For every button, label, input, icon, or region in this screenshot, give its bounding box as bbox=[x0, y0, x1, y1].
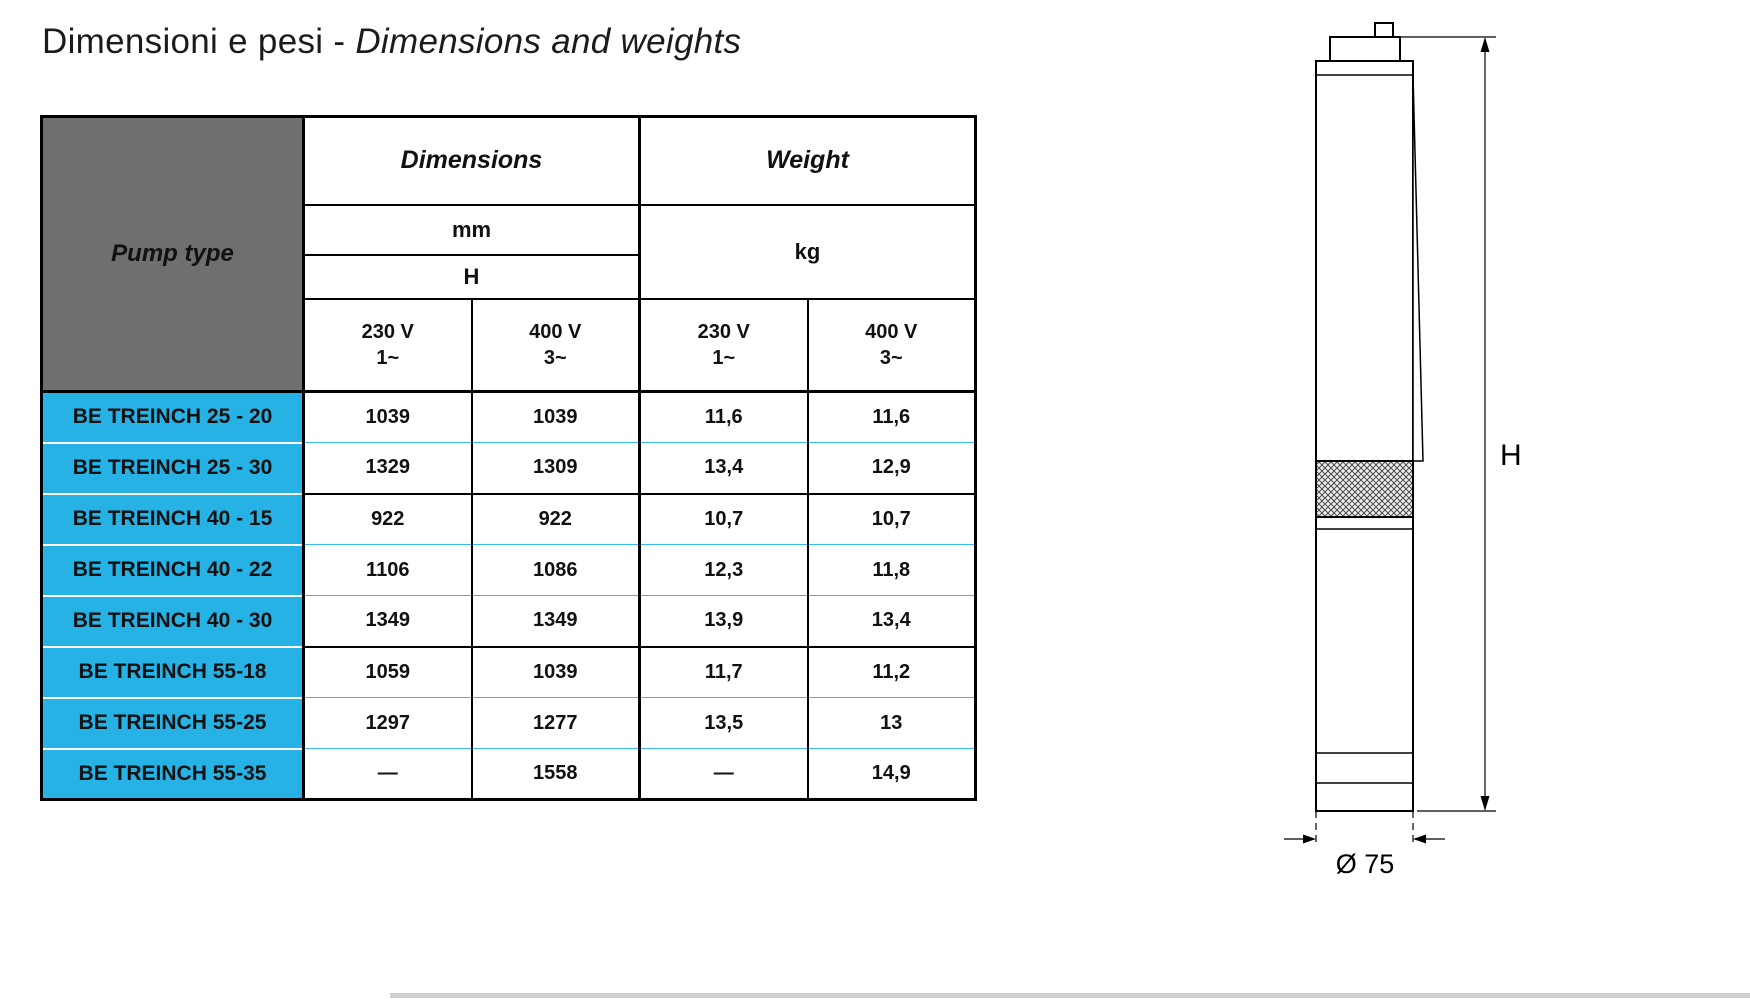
height-arrow-top bbox=[1480, 37, 1490, 52]
page-bottom-edge bbox=[390, 993, 1750, 998]
weight-group-header: Weight bbox=[638, 115, 977, 206]
dim-230-cell: 1349 bbox=[303, 595, 473, 647]
phase-label: 1~ bbox=[376, 346, 400, 369]
dim-400-cell: 1309 bbox=[471, 442, 641, 494]
dim-400-cell: 922 bbox=[471, 492, 641, 545]
pump-type-cell: BE TREINCH 25 - 30 bbox=[41, 441, 305, 494]
weight-230-cell: 10,7 bbox=[638, 492, 809, 545]
dim-230v-column-header: 230 V 1~ bbox=[302, 297, 473, 393]
diameter-arrow-left bbox=[1303, 834, 1316, 844]
dim-230-cell: 1106 bbox=[303, 544, 473, 596]
table-container: Pump type Dimensions Weight mm kg H 230 … bbox=[40, 115, 977, 801]
pump-cable-terminal bbox=[1374, 22, 1394, 38]
pump-top-cap bbox=[1329, 36, 1401, 62]
weight-400-cell: 11,2 bbox=[807, 645, 976, 698]
weight-400-cell: 11,6 bbox=[807, 391, 976, 443]
weight-230-cell: 13,5 bbox=[638, 697, 809, 749]
pump-body bbox=[1315, 60, 1414, 812]
phase-label: 1~ bbox=[712, 346, 736, 369]
voltage-label: 400 V bbox=[529, 320, 582, 343]
table-row: BE TREINCH 40 - 22 1106 1086 12,3 11,8 bbox=[41, 543, 976, 596]
dim-400v-column-header: 400 V 3~ bbox=[470, 297, 641, 393]
weight-400-cell: 12,9 bbox=[807, 442, 976, 494]
pump-type-header: Pump type bbox=[41, 116, 305, 393]
pump-type-cell: BE TREINCH 55-18 bbox=[41, 645, 305, 698]
weight-230v-column-header: 230 V 1~ bbox=[638, 297, 809, 393]
weight-400-cell: 11,8 bbox=[807, 544, 976, 596]
table-row: BE TREINCH 40 - 30 1349 1349 13,9 13,4 bbox=[41, 594, 976, 647]
height-arrow-bottom bbox=[1480, 796, 1490, 811]
weight-230-cell: 13,4 bbox=[638, 442, 809, 494]
voltage-label: 230 V bbox=[361, 320, 414, 343]
table-row: BE TREINCH 55-35 — 1558 — 14,9 bbox=[41, 747, 976, 800]
table-row: BE TREINCH 25 - 30 1329 1309 13,4 12,9 bbox=[41, 441, 976, 494]
diameter-dimension-label: Ø 75 bbox=[1336, 849, 1395, 879]
dim-400-cell: 1039 bbox=[471, 645, 641, 698]
dimensions-group-header: Dimensions bbox=[302, 115, 641, 206]
weight-230-cell: — bbox=[638, 748, 809, 800]
pump-suction-screen bbox=[1315, 460, 1414, 518]
table-header-row-groups: Pump type Dimensions Weight bbox=[41, 115, 977, 393]
table-header-row-voltages: 230 V 1~ 400 V 3~ 230 V 1~ 400 V 3~ bbox=[42, 297, 977, 393]
pump-type-cell: BE TREINCH 40 - 22 bbox=[41, 543, 305, 596]
dim-230-cell: 1039 bbox=[303, 391, 473, 443]
mm-unit-header: mm bbox=[302, 203, 641, 256]
table-header-row-units: mm kg bbox=[42, 203, 977, 300]
dimensions-weights-table: Pump type Dimensions Weight mm kg H 230 … bbox=[40, 115, 977, 801]
weight-230-cell: 12,3 bbox=[638, 544, 809, 596]
dim-230-cell: 1297 bbox=[303, 697, 473, 749]
height-dimension-label: H bbox=[1500, 439, 1522, 472]
table-row: BE TREINCH 55-25 1297 1277 13,5 13 bbox=[41, 696, 976, 749]
table-row: BE TREINCH 40 - 15 922 922 10,7 10,7 bbox=[41, 492, 976, 545]
page-title-english: Dimensions and weights bbox=[355, 22, 742, 61]
weight-400-cell: 13,4 bbox=[807, 595, 976, 647]
phase-label: 3~ bbox=[879, 346, 903, 369]
pump-type-cell: BE TREINCH 25 - 20 bbox=[41, 390, 305, 443]
table-row: BE TREINCH 55-18 1059 1039 11,7 11,2 bbox=[41, 645, 976, 698]
dim-400-cell: 1349 bbox=[471, 595, 641, 647]
weight-400-cell: 13 bbox=[807, 697, 976, 749]
weight-230-cell: 11,7 bbox=[638, 645, 809, 698]
diameter-arrow-right bbox=[1413, 834, 1426, 844]
table-header-row-h: H bbox=[42, 253, 976, 300]
page-title: Dimensioni e pesi - Dimensions and weigh… bbox=[42, 22, 741, 62]
phase-label: 3~ bbox=[543, 346, 567, 369]
pump-type-cell: BE TREINCH 40 - 30 bbox=[41, 594, 305, 647]
dim-400-cell: 1558 bbox=[471, 748, 641, 800]
dim-230-cell: — bbox=[303, 748, 473, 800]
weight-400-cell: 14,9 bbox=[807, 748, 976, 800]
pump-type-cell: BE TREINCH 40 - 15 bbox=[41, 492, 305, 545]
dim-230-cell: 922 bbox=[303, 492, 473, 545]
dim-400-cell: 1086 bbox=[471, 544, 641, 596]
kg-unit-header: kg bbox=[638, 203, 977, 300]
voltage-label: 230 V bbox=[697, 320, 750, 343]
table-row: BE TREINCH 25 - 20 1039 1039 11,6 11,6 bbox=[41, 390, 976, 443]
page-title-italian: Dimensioni e pesi - bbox=[42, 22, 356, 61]
dim-400-cell: 1039 bbox=[471, 391, 641, 443]
dim-400-cell: 1277 bbox=[471, 697, 641, 749]
h-unit-header: H bbox=[302, 253, 641, 300]
voltage-label: 400 V bbox=[865, 320, 918, 343]
weight-230-cell: 13,9 bbox=[638, 595, 809, 647]
pump-type-cell: BE TREINCH 55-25 bbox=[41, 696, 305, 749]
dim-230-cell: 1329 bbox=[303, 442, 473, 494]
weight-400v-column-header: 400 V 3~ bbox=[806, 297, 977, 393]
pump-technical-drawing: Ø 75 H bbox=[1284, 22, 1522, 879]
dim-230-cell: 1059 bbox=[303, 645, 473, 698]
pump-cable-guard bbox=[1412, 74, 1424, 462]
weight-230-cell: 11,6 bbox=[638, 391, 809, 443]
pump-type-cell: BE TREINCH 55-35 bbox=[41, 747, 305, 800]
weight-400-cell: 10,7 bbox=[807, 492, 976, 545]
